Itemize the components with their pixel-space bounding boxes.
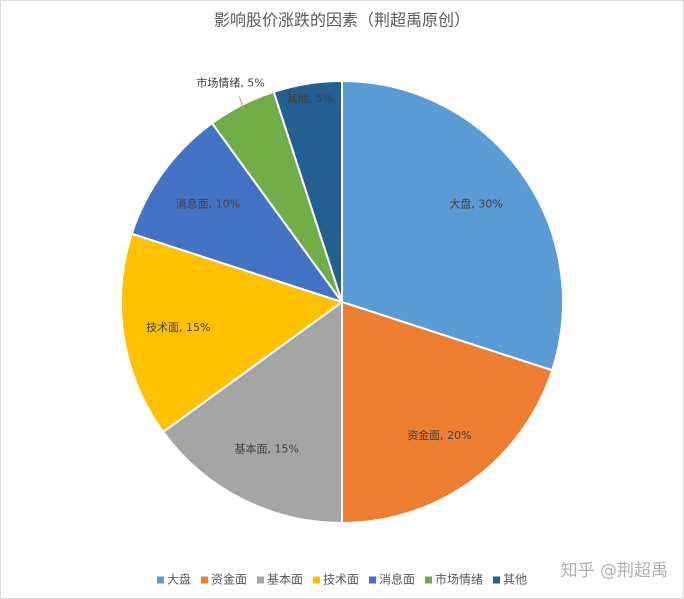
legend-item: 资金面 (200, 572, 247, 587)
legend-swatch (312, 576, 320, 584)
pie-slice (341, 79, 564, 372)
legend-label: 大盘 (167, 572, 191, 587)
data-label: 技术面, 15% (146, 321, 210, 334)
data-label: 资金面, 20% (407, 428, 471, 442)
legend-label: 市场情绪 (435, 572, 483, 587)
legend-swatch (493, 576, 501, 584)
pie-slice (161, 300, 343, 525)
data-label: 市场情绪, 5% (196, 75, 264, 89)
legend-label: 基本面 (267, 573, 303, 587)
pie-slice (341, 300, 554, 525)
legend-swatch (200, 576, 208, 584)
legend-label: 消息面 (379, 572, 415, 587)
chart-title: 影响股价涨跌的因素（荆超禹原创） (214, 11, 470, 30)
pie-slice (272, 79, 343, 303)
legend-item: 大盘 (156, 572, 191, 587)
data-label: 大盘, 30% (449, 197, 502, 211)
leader-line (238, 96, 245, 110)
legend-item: 市场情绪 (425, 572, 483, 587)
legend-label: 技术面 (323, 573, 359, 587)
legend-swatch (156, 576, 164, 584)
legend: 大盘 资金面 基本面 技术面 消息面 市场情绪 其他 (156, 572, 527, 587)
legend-label: 其他 (503, 573, 527, 587)
legend-swatch (369, 576, 377, 584)
watermark: 知乎 @荆超禹 (561, 561, 668, 581)
pie-slice (120, 232, 345, 434)
legend-swatch (256, 576, 264, 584)
legend-swatch (425, 576, 433, 584)
legend-label: 资金面 (211, 572, 247, 587)
legend-item: 其他 (493, 573, 527, 587)
legend-item: 基本面 (256, 573, 303, 587)
data-label: 基本面, 15% (235, 442, 299, 456)
legend-item: 技术面 (312, 573, 359, 587)
data-label: 消息面, 10% (176, 197, 240, 211)
legend-item: 消息面 (369, 572, 415, 587)
pie-slice (130, 121, 345, 304)
data-label: 其他, 5% (287, 92, 333, 105)
